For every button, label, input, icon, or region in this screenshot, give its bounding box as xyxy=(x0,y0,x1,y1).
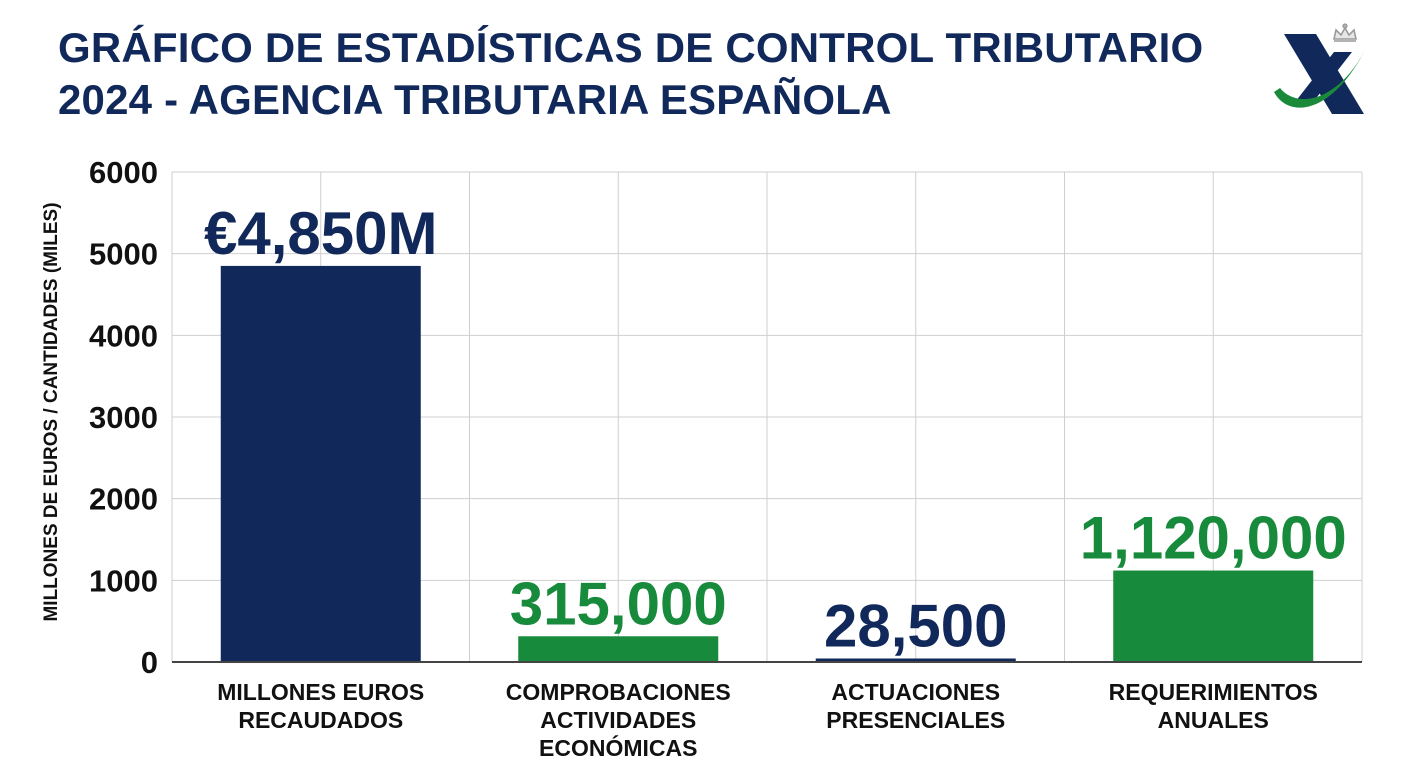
category-label-1-line-0: COMPROBACIONES xyxy=(506,679,731,705)
title-line-2: 2024 - AGENCIA TRIBUTARIA ESPAÑOLA xyxy=(58,76,892,123)
y-axis-label: MILLONES DE EUROS / CANTIDADES (MILES) xyxy=(41,202,62,621)
category-label-3-line-0: REQUERIMIENTOS xyxy=(1109,679,1318,705)
y-tick-label-3: 3000 xyxy=(89,400,158,435)
category-label-1-line-2: ECONÓMICAS xyxy=(539,734,697,761)
bar-1 xyxy=(518,636,719,662)
category-label-0-line-0: MILLONES EUROS xyxy=(217,679,424,705)
y-tick-label-1: 1000 xyxy=(89,563,158,598)
category-label-3-line-1: ANUALES xyxy=(1158,707,1269,733)
data-labels: €4,850M 315,000 28,500 1,120,000 xyxy=(204,200,1347,660)
data-label-1: 315,000 xyxy=(510,570,727,637)
bar-0 xyxy=(220,265,421,662)
y-tick-label-2: 2000 xyxy=(89,482,158,517)
category-label-0-line-1: RECAUDADOS xyxy=(238,707,403,733)
category-label-2-line-1: PRESENCIALES xyxy=(826,707,1005,733)
y-tick-label-4: 4000 xyxy=(89,318,158,353)
x-axis-categories: MILLONES EUROSRECAUDADOSCOMPROBACIONESAC… xyxy=(217,679,1318,761)
category-label-1-line-1: ACTIVIDADES xyxy=(540,707,696,733)
y-axis-ticks: 0 1000 2000 3000 4000 5000 6000 xyxy=(89,155,158,680)
data-label-2: 28,500 xyxy=(824,593,1008,660)
title-line-1: GRÁFICO DE ESTADÍSTICAS DE CONTROL TRIBU… xyxy=(58,24,1204,71)
crown-icon xyxy=(1333,23,1357,42)
y-tick-label-0: 0 xyxy=(141,645,158,680)
data-label-0: €4,850M xyxy=(204,200,438,267)
bar-3 xyxy=(1113,570,1314,662)
data-label-3: 1,120,000 xyxy=(1080,505,1347,572)
y-tick-label-6: 6000 xyxy=(89,155,158,190)
bars xyxy=(220,265,1314,662)
gridlines xyxy=(171,171,1363,662)
y-tick-label-5: 5000 xyxy=(89,237,158,272)
bar-2 xyxy=(815,658,1016,662)
page-title: GRÁFICO DE ESTADÍSTICAS DE CONTROL TRIBU… xyxy=(58,22,1258,126)
category-label-2-line-0: ACTUACIONES xyxy=(831,679,1000,705)
agencia-tributaria-logo-icon xyxy=(1274,23,1364,114)
